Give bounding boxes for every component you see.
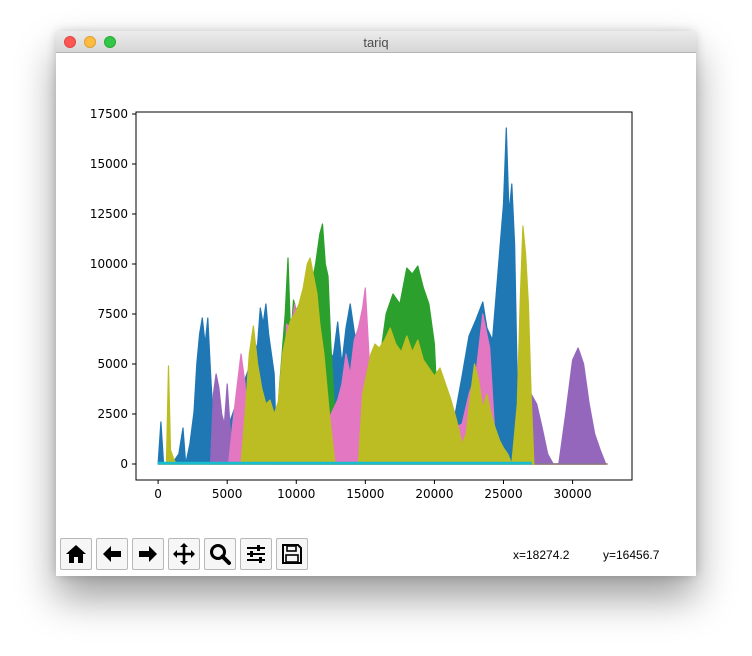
x-tick-label: 15000 [346,487,384,501]
x-tick-label: 10000 [277,487,315,501]
figure-canvas[interactable]: 0 5000 10000 15000 20000 25000 30000 0 2500 5000 7… [56,53,696,533]
x-tick-label: 25000 [484,487,522,501]
y-tick-label: 0 [120,457,128,471]
cursor-y-readout: y=16456.7 [603,548,660,562]
close-window-button[interactable] [64,36,76,48]
y-tick-label: 17500 [90,107,128,121]
zoom-button[interactable] [204,538,236,570]
y-tick-label: 15000 [90,157,128,171]
maximize-window-button[interactable] [104,36,116,48]
x-tick-label: 30000 [553,487,591,501]
home-icon [66,545,86,563]
pan-button[interactable] [168,538,200,570]
y-tick-label: 5000 [97,357,128,371]
zoom-icon [210,544,231,565]
x-tick-label: 0 [154,487,162,501]
cursor-x-readout: x=18274.2 [513,548,570,562]
configure-subplots-icon [247,545,265,563]
home-button[interactable] [60,538,92,570]
y-tick-label: 10000 [90,257,128,271]
forward-arrow-icon [139,546,157,562]
pan-icon [173,543,195,565]
x-tick-label: 20000 [415,487,453,501]
y-tick-label: 7500 [97,307,128,321]
line-chart: 0 5000 10000 15000 20000 25000 30000 0 2500 5000 7… [90,107,633,501]
navigation-toolbar: x=18274.2 y=16456.7 [56,536,696,576]
series-7 [165,225,535,465]
forward-button[interactable] [132,538,164,570]
series-group [157,127,608,465]
save-icon [282,544,302,564]
series-8 [157,461,532,465]
save-button[interactable] [276,538,308,570]
axes-frame [135,111,633,481]
back-arrow-icon [103,546,121,562]
x-tick-label: 5000 [212,487,243,501]
y-tick-label: 2500 [97,407,128,421]
window-title: tariq [363,35,389,50]
figure-window: tariq 0 5000 10000 15000 20000 25000 30000 0 250… [56,31,696,576]
title-bar[interactable]: tariq [56,31,696,53]
y-tick-label: 12500 [90,207,128,221]
minimize-window-button[interactable] [84,36,96,48]
back-button[interactable] [96,538,128,570]
configure-subplots-button[interactable] [240,538,272,570]
